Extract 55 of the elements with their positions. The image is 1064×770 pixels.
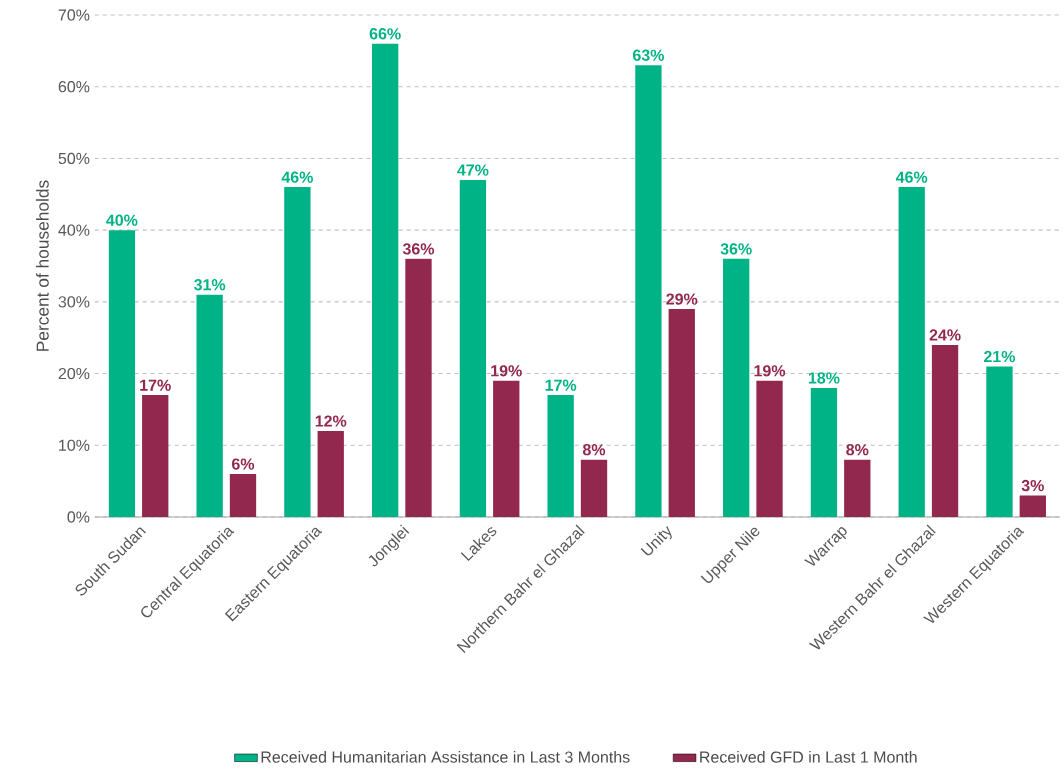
data-label: 29% (666, 293, 698, 305)
data-label: 24% (929, 329, 961, 341)
data-label: 18% (808, 372, 840, 384)
data-label: 46% (895, 171, 928, 183)
data-label: 36% (720, 243, 752, 255)
data-label: 6% (232, 458, 255, 470)
data-label: 12% (315, 415, 347, 427)
bar (635, 65, 662, 518)
y-tick-label: 60% (58, 81, 90, 93)
data-label: 8% (582, 444, 606, 456)
bar (493, 380, 520, 518)
bar (284, 187, 311, 518)
legend-label: Received Humanitarian Assistance in Last 3 Months (261, 751, 630, 763)
bar (371, 43, 399, 518)
data-label: 66% (369, 28, 401, 40)
bar (459, 179, 487, 518)
data-label: 36% (402, 243, 435, 255)
bar (898, 187, 925, 518)
data-label: 19% (754, 365, 786, 377)
bar (108, 230, 136, 518)
data-label: 3% (1021, 479, 1044, 492)
y-axis-title: Percent of households (36, 180, 49, 351)
data-label: 17% (545, 379, 577, 391)
y-tick-label: 40% (58, 224, 90, 236)
y-tick-label: 50% (58, 152, 90, 165)
bar (405, 258, 432, 518)
data-label: 19% (491, 365, 522, 377)
y-tick-label: 0% (67, 511, 90, 523)
data-label: 8% (846, 444, 869, 456)
bar (229, 474, 257, 518)
bar (844, 459, 871, 518)
bar (723, 258, 750, 518)
y-tick-label: 30% (58, 296, 90, 308)
data-label: 46% (281, 171, 313, 183)
bar (1019, 495, 1046, 518)
bar (931, 344, 959, 518)
y-tick-label: 70% (58, 9, 90, 21)
bar (756, 380, 783, 518)
bar (810, 387, 838, 518)
data-label: 21% (984, 350, 1016, 363)
bar (668, 309, 695, 518)
data-label: 63% (633, 49, 664, 61)
bar (196, 294, 223, 518)
data-label: 40% (106, 214, 138, 226)
data-label: 17% (140, 379, 171, 391)
y-tick-label: 10% (59, 439, 90, 451)
data-label: 47% (457, 164, 489, 176)
bar (580, 459, 608, 518)
legend-label: Received GFD in Last 1 Month (700, 751, 917, 763)
y-tick-label: 20% (58, 367, 90, 380)
bar (142, 395, 169, 518)
bar (317, 430, 344, 518)
bar (547, 395, 574, 518)
data-label: 31% (194, 279, 226, 291)
bar (986, 366, 1013, 518)
